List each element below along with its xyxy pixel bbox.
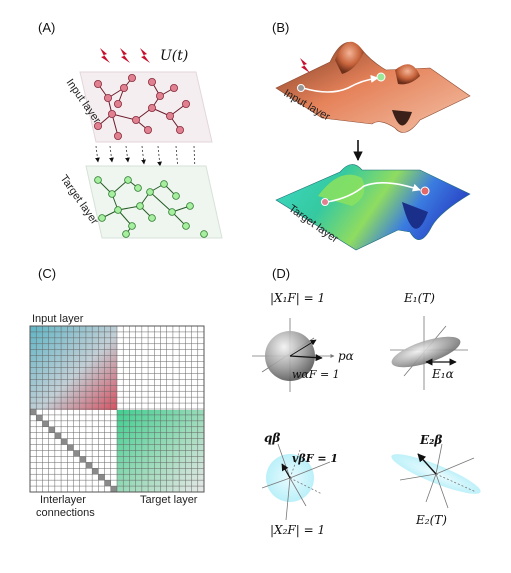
e1t-label: E₁(T)	[403, 291, 435, 305]
bolt-icon	[140, 48, 150, 63]
panel-c-label: (C)	[38, 266, 56, 281]
interlayer-cell	[98, 474, 105, 481]
target-network-nodes	[94, 176, 208, 238]
target-well	[402, 202, 428, 229]
interlayer-cell	[110, 486, 117, 492]
cyan-axis-5	[289, 449, 301, 479]
cyan-axis-7	[285, 477, 291, 521]
cyan-sphere-diagram: qβ vβF = 1 |X₂F| = 1	[261, 431, 338, 537]
x2f-label: |X₂F| = 1	[270, 523, 325, 537]
sphere-vector	[289, 339, 317, 357]
matrix-border	[29, 325, 205, 493]
bolt-icon	[120, 48, 130, 63]
cyan-axis-3	[261, 477, 291, 489]
bolt-icon	[100, 48, 110, 63]
interlayer-cell	[48, 426, 55, 433]
input-start-point	[297, 84, 305, 92]
panel-b: (B) Input layer Target layer	[272, 20, 471, 251]
input-well	[392, 110, 412, 126]
panel-c: (C) Input layer Interlayer connections T…	[29, 266, 205, 519]
interlayer-label-line2: connections	[36, 507, 95, 519]
v-vector	[281, 463, 291, 479]
cyan-axis-6	[289, 477, 323, 495]
w-alpha-f-label: wαF = 1	[292, 368, 340, 381]
ell2-axis-5	[435, 473, 477, 493]
sphere-diagram: |X₁F| = 1 pα wαF = 1	[252, 291, 354, 392]
grey-ellipsoid	[391, 336, 461, 368]
x1f-label: |X₁F| = 1	[270, 291, 325, 305]
panel-d: (D) |X₁F| = 1 pα wαF = 1 E₁(T) E₁α qβ	[252, 266, 481, 537]
e2-beta-vector	[417, 453, 437, 475]
ell2-axis-1	[435, 443, 443, 475]
e2t-label: E₂(T)	[415, 513, 447, 527]
target-hill	[318, 174, 365, 206]
target-landscape	[275, 164, 471, 251]
interlayer-cell	[61, 438, 68, 445]
e2-beta-label: E₂β	[419, 433, 442, 447]
interlayer-cell	[54, 432, 62, 439]
input-layer-label: Input layer	[32, 313, 84, 325]
e1-alpha-label: E₁α	[431, 367, 454, 381]
input-trajectory	[302, 74, 379, 93]
interlayer-cell	[73, 450, 80, 457]
target-plane	[85, 165, 223, 239]
p-alpha-label: pα	[338, 349, 354, 363]
cyan-axis-4	[289, 477, 307, 507]
interlayer-cell	[67, 444, 74, 451]
bolt-icon	[300, 58, 310, 73]
interlayer-cell	[85, 462, 93, 469]
input-network-nodes	[94, 74, 190, 140]
v-beta-f-label: vβF = 1	[292, 452, 338, 465]
ellipsoid-diagram-2: E₂β E₂(T)	[391, 433, 481, 527]
target-layer-label: Target layer	[140, 494, 198, 506]
ell2-axis-6	[425, 473, 437, 503]
cyan-axis-2	[289, 461, 331, 479]
w-vector	[289, 354, 323, 362]
input-peak	[335, 41, 364, 74]
target-end-point	[420, 186, 430, 196]
interlayer-cell	[42, 420, 49, 427]
ell2-axis-2	[435, 457, 475, 475]
interlayer-label-line1: Interlayer	[40, 494, 86, 506]
input-end-point	[376, 72, 386, 82]
panel-a: (A) U(t) Input layer	[38, 20, 223, 239]
target-start-point	[321, 198, 329, 206]
interlayer-cell	[92, 468, 99, 475]
interlayer-cell	[30, 409, 37, 415]
target-trajectory	[326, 182, 421, 203]
panel-b-label: (B)	[272, 20, 289, 35]
control-bolts	[100, 48, 150, 63]
control-label: U(t)	[160, 48, 188, 64]
input-plane	[79, 71, 213, 143]
panel-d-label: (D)	[272, 266, 290, 281]
interlayer-cell	[36, 414, 43, 421]
ellipsoid-diagram-1: E₁(T) E₁α	[390, 291, 468, 390]
adjacency-grid	[30, 326, 204, 492]
ell2-axis-4	[435, 473, 449, 509]
cyan-axis-1	[277, 443, 291, 479]
ell2-axis-3	[399, 473, 437, 481]
input-peak-small	[395, 64, 420, 85]
input-landscape	[275, 42, 471, 133]
interlayer-cell	[79, 456, 86, 463]
q-beta-label: qβ	[264, 431, 280, 445]
panel-a-label: (A)	[38, 20, 55, 35]
interlayer-cell	[104, 480, 111, 487]
